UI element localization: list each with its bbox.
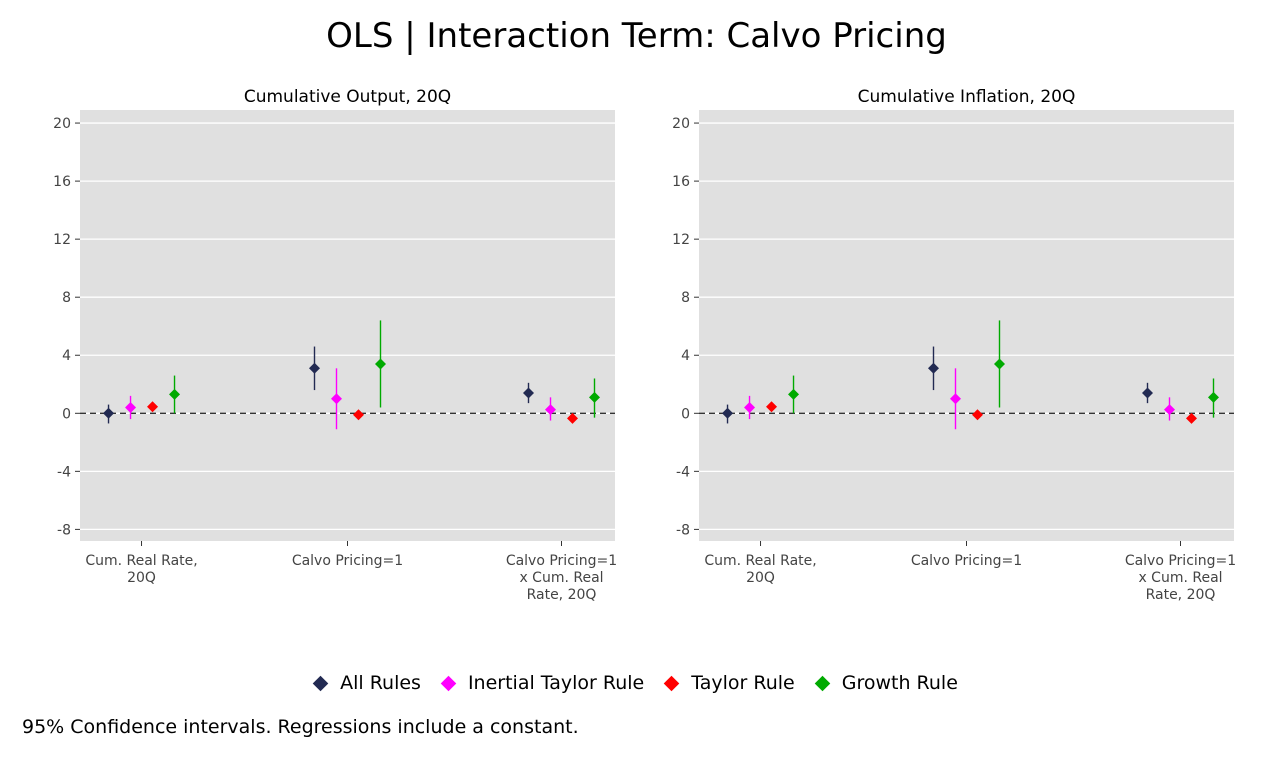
legend-label: Growth Rule: [841, 672, 958, 694]
point-inertial-taylor-rule: [545, 404, 556, 416]
x-tick-label: Calvo Pricing=1: [911, 553, 1022, 569]
point-taylor-rule: [1186, 412, 1197, 424]
x-tick-label-line: Calvo Pricing=1: [1125, 553, 1236, 569]
point-taylor-rule: [972, 409, 983, 421]
y-tick-label: -8: [57, 522, 71, 538]
point-inertial-taylor-rule: [125, 401, 137, 413]
x-tick-label-line: Rate, 20Q: [527, 587, 597, 603]
legend-label: Taylor Rule: [691, 672, 795, 694]
legend-item-all-rules: All Rules: [312, 672, 421, 694]
point-all-rules: [523, 387, 534, 399]
point-growth-rule: [375, 358, 386, 370]
y-tick-label: 0: [62, 406, 71, 422]
legend-swatch-all-rules: [312, 675, 329, 691]
x-tick-label-line: Calvo Pricing=1: [506, 553, 617, 569]
y-tick-label: 20: [53, 116, 71, 132]
x-tick-label-line: Calvo Pricing=1: [911, 553, 1022, 569]
y-tick-label: 0: [681, 406, 690, 422]
x-tick-label-line: 20Q: [746, 570, 775, 586]
footnote: 95% Confidence intervals. Regressions in…: [22, 716, 579, 738]
x-tick-label: Calvo Pricing=1: [292, 553, 403, 569]
point-inertial-taylor-rule: [950, 393, 961, 405]
y-tick-label: 16: [672, 174, 690, 190]
y-tick-label: 20: [672, 116, 690, 132]
point-inertial-taylor-rule: [744, 401, 756, 413]
y-tick-label: 4: [62, 348, 71, 364]
plot-area: [80, 110, 615, 541]
panel-cumulative-inflation: -8 -4 0 4 8 12 16 20 Cumulative Inflation, 20Q Cu…: [672, 87, 1236, 603]
plot-area: [699, 110, 1234, 541]
x-tick-label-line: 20Q: [127, 570, 156, 586]
point-taylor-rule: [766, 401, 778, 413]
panel-cumulative-output: -8 -4 0 4 8 12 16 20 Cumulative Output, 20Q Cum. …: [53, 87, 617, 603]
point-growth-rule: [994, 358, 1005, 370]
x-tick-label-line: x Cum. Real: [1138, 570, 1222, 586]
y-tick-label: 12: [53, 232, 71, 248]
x-tick-label: Cum. Real Rate, 20Q: [704, 553, 816, 586]
legend-item-taylor-rule: Taylor Rule: [663, 672, 795, 694]
point-growth-rule: [1208, 391, 1219, 403]
point-all-rules: [309, 362, 320, 374]
point-taylor-rule: [567, 412, 578, 424]
figure-title: OLS | Interaction Term: Calvo Pricing: [326, 16, 947, 56]
y-tick-label: 16: [53, 174, 71, 190]
panel-title: Cumulative Inflation, 20Q: [858, 87, 1076, 107]
x-tick-label: Calvo Pricing=1 x Cum. Real Rate, 20Q: [506, 553, 617, 603]
y-tick-label: 12: [672, 232, 690, 248]
point-all-rules: [722, 407, 734, 419]
legend-item-growth-rule: Growth Rule: [814, 672, 958, 694]
legend-label: Inertial Taylor Rule: [467, 672, 645, 694]
y-tick-label: 8: [62, 290, 71, 306]
point-growth-rule: [169, 388, 181, 400]
point-growth-rule: [788, 388, 800, 400]
point-taylor-rule: [353, 409, 364, 421]
y-tick-label: -8: [676, 522, 690, 538]
legend-swatch-inertial-taylor-rule: [440, 675, 457, 691]
legend-swatch-taylor-rule: [663, 675, 680, 691]
x-tick-label-line: x Cum. Real: [519, 570, 603, 586]
point-all-rules: [1142, 387, 1153, 399]
x-tick-label-line: Rate, 20Q: [1146, 587, 1216, 603]
x-tick-label: Cum. Real Rate, 20Q: [85, 553, 197, 586]
legend: All Rules Inertial Taylor Rule Taylor Ru…: [0, 672, 1273, 694]
legend-swatch-growth-rule: [814, 675, 831, 691]
x-tick-label-line: Calvo Pricing=1: [292, 553, 403, 569]
y-tick-label: -4: [676, 464, 690, 480]
point-inertial-taylor-rule: [331, 393, 342, 405]
point-all-rules: [928, 362, 939, 374]
y-tick-label: -4: [57, 464, 71, 480]
y-tick-label: 4: [681, 348, 690, 364]
x-tick-label-line: Cum. Real Rate,: [85, 553, 197, 569]
point-all-rules: [103, 407, 115, 419]
point-inertial-taylor-rule: [1164, 404, 1175, 416]
x-tick-label: Calvo Pricing=1 x Cum. Real Rate, 20Q: [1125, 553, 1236, 603]
y-tick-label: 8: [681, 290, 690, 306]
legend-label: All Rules: [340, 672, 421, 694]
panel-title: Cumulative Output, 20Q: [244, 87, 451, 107]
x-tick-label-line: Cum. Real Rate,: [704, 553, 816, 569]
legend-item-inertial-taylor-rule: Inertial Taylor Rule: [440, 672, 645, 694]
point-growth-rule: [589, 391, 600, 403]
point-taylor-rule: [147, 401, 159, 413]
